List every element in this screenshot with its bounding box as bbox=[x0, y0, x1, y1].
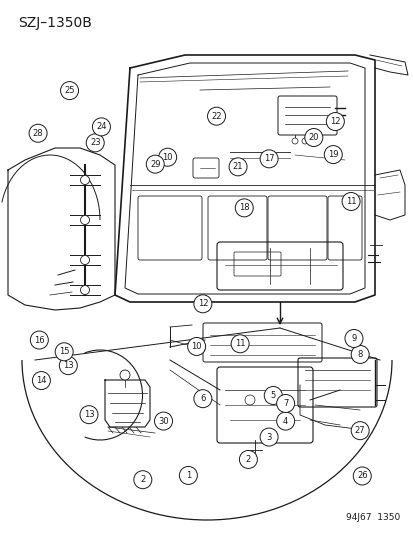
Text: 26: 26 bbox=[356, 472, 367, 480]
Circle shape bbox=[80, 175, 89, 184]
Circle shape bbox=[80, 255, 89, 264]
Circle shape bbox=[120, 370, 130, 380]
Text: 7: 7 bbox=[282, 399, 287, 408]
Text: 10: 10 bbox=[191, 342, 202, 351]
Text: 23: 23 bbox=[90, 139, 100, 147]
Circle shape bbox=[276, 394, 294, 413]
Circle shape bbox=[158, 148, 176, 166]
Circle shape bbox=[259, 428, 278, 446]
Circle shape bbox=[30, 331, 48, 349]
Circle shape bbox=[235, 199, 253, 217]
Text: 22: 22 bbox=[211, 112, 221, 120]
Text: 30: 30 bbox=[158, 417, 169, 425]
Circle shape bbox=[207, 107, 225, 125]
Text: 1: 1 bbox=[185, 471, 190, 480]
Text: 6: 6 bbox=[200, 394, 205, 403]
Text: 12: 12 bbox=[329, 117, 340, 126]
Text: 10: 10 bbox=[162, 153, 173, 161]
Circle shape bbox=[325, 112, 344, 131]
Text: 17: 17 bbox=[263, 155, 274, 163]
Text: 4: 4 bbox=[282, 417, 287, 425]
Circle shape bbox=[133, 471, 152, 489]
Text: 20: 20 bbox=[308, 133, 318, 142]
Circle shape bbox=[59, 357, 77, 375]
Text: 11: 11 bbox=[345, 197, 356, 206]
Circle shape bbox=[154, 412, 172, 430]
Circle shape bbox=[80, 215, 89, 224]
Circle shape bbox=[350, 345, 368, 364]
Text: 9: 9 bbox=[351, 334, 356, 343]
Text: 21: 21 bbox=[232, 163, 243, 171]
Circle shape bbox=[80, 286, 89, 295]
Circle shape bbox=[304, 128, 322, 147]
Text: 27: 27 bbox=[354, 426, 365, 435]
Text: 24: 24 bbox=[96, 123, 107, 131]
Circle shape bbox=[230, 335, 249, 353]
Text: 2: 2 bbox=[245, 455, 250, 464]
Text: 25: 25 bbox=[64, 86, 75, 95]
Circle shape bbox=[344, 329, 362, 348]
Text: 5: 5 bbox=[270, 391, 275, 400]
Circle shape bbox=[29, 124, 47, 142]
Text: 29: 29 bbox=[150, 160, 160, 168]
Circle shape bbox=[352, 467, 370, 485]
Circle shape bbox=[239, 450, 257, 469]
Circle shape bbox=[146, 155, 164, 173]
Circle shape bbox=[187, 337, 205, 356]
Text: SZJ–1350B: SZJ–1350B bbox=[18, 16, 92, 30]
Circle shape bbox=[259, 150, 278, 168]
Circle shape bbox=[32, 372, 50, 390]
Circle shape bbox=[263, 386, 282, 405]
Circle shape bbox=[60, 82, 78, 100]
Circle shape bbox=[193, 295, 211, 313]
Circle shape bbox=[276, 412, 294, 430]
Text: 11: 11 bbox=[234, 340, 245, 348]
Text: 94J67  1350: 94J67 1350 bbox=[345, 513, 399, 522]
Text: 28: 28 bbox=[33, 129, 43, 138]
Circle shape bbox=[80, 406, 98, 424]
Text: 15: 15 bbox=[59, 348, 69, 356]
Text: 12: 12 bbox=[197, 300, 208, 308]
Text: 13: 13 bbox=[83, 410, 94, 419]
Text: 3: 3 bbox=[266, 433, 271, 441]
Circle shape bbox=[86, 134, 104, 152]
Text: 18: 18 bbox=[238, 204, 249, 212]
Circle shape bbox=[323, 146, 342, 164]
Text: 16: 16 bbox=[34, 336, 45, 344]
Circle shape bbox=[228, 158, 247, 176]
Circle shape bbox=[291, 138, 297, 144]
Circle shape bbox=[341, 192, 359, 211]
Circle shape bbox=[179, 466, 197, 484]
Text: 14: 14 bbox=[36, 376, 47, 385]
Text: 2: 2 bbox=[140, 475, 145, 484]
Text: 19: 19 bbox=[327, 150, 338, 159]
Circle shape bbox=[301, 138, 307, 144]
Circle shape bbox=[55, 343, 73, 361]
Text: 13: 13 bbox=[63, 361, 74, 370]
Circle shape bbox=[244, 395, 254, 405]
Circle shape bbox=[193, 390, 211, 408]
Text: 8: 8 bbox=[357, 350, 362, 359]
Circle shape bbox=[350, 422, 368, 440]
Circle shape bbox=[92, 118, 110, 136]
